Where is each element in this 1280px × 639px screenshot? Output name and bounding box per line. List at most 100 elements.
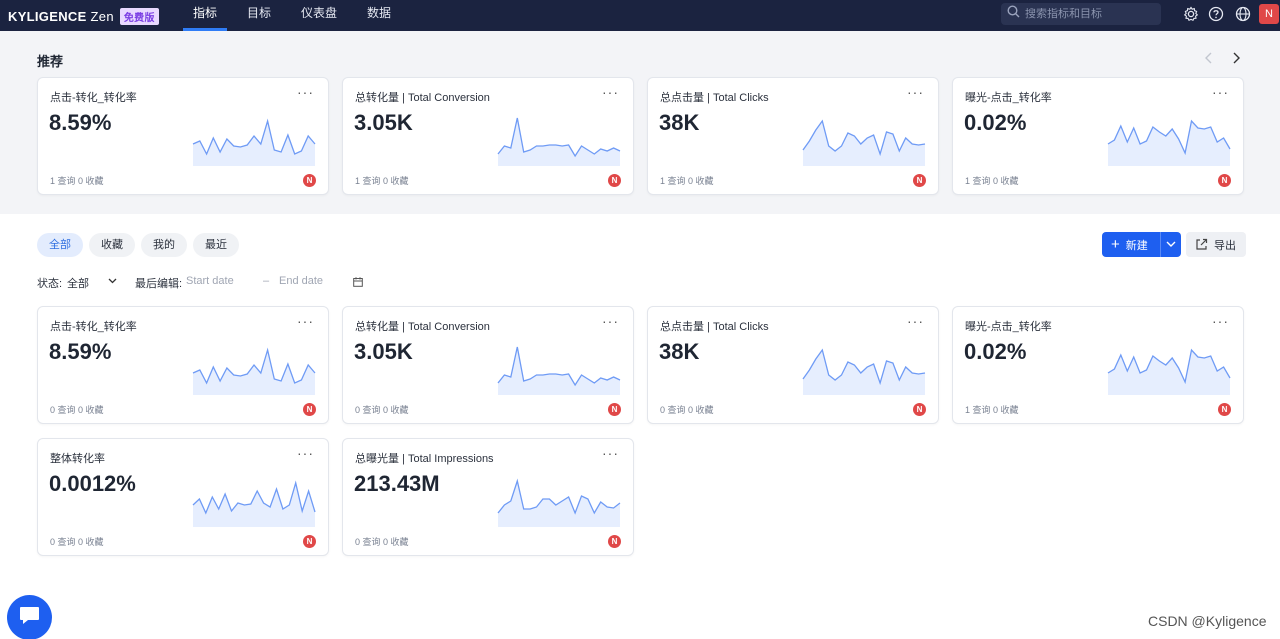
sparkline-chart [497, 478, 621, 527]
chevron-down-icon[interactable] [1165, 237, 1177, 254]
global-search[interactable] [1001, 3, 1161, 25]
metric-card[interactable]: 总点击量 | Total Clicks ··· 38K 1 查询 0 收藏 N [647, 77, 939, 195]
brand-suffix: Zen [90, 9, 114, 24]
tab-all[interactable]: 全部 [37, 233, 83, 257]
sparkline-chart [802, 348, 926, 395]
metric-card-value: 0.02% [964, 110, 1027, 135]
metric-card-value: 38K [659, 110, 700, 135]
end-date-input[interactable]: End date [279, 275, 324, 287]
search-input[interactable] [1025, 8, 1150, 20]
metric-card-value: 38K [659, 339, 700, 364]
help-icon[interactable] [1208, 6, 1224, 22]
metric-card-stats: 0 查询 0 收藏 [660, 405, 714, 415]
edition-badge: 免费版 [119, 8, 159, 25]
sparkline-area [498, 118, 620, 166]
more-options-icon[interactable]: ··· [297, 84, 314, 100]
metric-card[interactable]: 曝光-点击_转化率 ··· 0.02% 1 查询 0 收藏 N [952, 77, 1244, 195]
sparkline-chart [192, 347, 316, 395]
sparkline-chart [497, 117, 621, 166]
brand-logo[interactable]: KYLIGENCE Zen 免费版 [8, 8, 159, 25]
metric-card-value: 0.0012% [49, 471, 136, 496]
chevron-down-icon [107, 275, 118, 290]
more-options-icon[interactable]: ··· [907, 84, 924, 100]
owner-avatar: N [1218, 174, 1231, 187]
metric-card[interactable]: 点击-转化_转化率 ··· 8.59% 1 查询 0 收藏 N [37, 77, 329, 195]
sparkline-area [1108, 121, 1230, 166]
metric-card-stats: 1 查询 0 收藏 [965, 405, 1019, 415]
settings-icon[interactable] [1183, 6, 1199, 22]
chat-widget-button[interactable] [7, 595, 52, 639]
sparkline-area [193, 121, 315, 166]
metric-card[interactable]: 总转化量 | Total Conversion ··· 3.05K 0 查询 0 收藏… [342, 306, 634, 424]
sparkline-chart [802, 119, 926, 166]
metric-card[interactable]: 总曝光量 | Total Impressions ··· 213.43M 0 查询 0… [342, 438, 634, 556]
watermark: CSDN @Kyligence [1148, 613, 1267, 629]
metric-card-stats: 0 查询 0 收藏 [50, 537, 104, 547]
more-options-icon[interactable]: ··· [907, 313, 924, 329]
date-range-separator: – [263, 275, 270, 287]
metric-card-value: 3.05K [354, 110, 413, 135]
nav-item-dashboards[interactable]: 仪表盘 [301, 6, 338, 20]
metric-card-title: 总点击量 | Total Clicks [660, 321, 769, 333]
export-button[interactable]: 导出 [1186, 232, 1246, 257]
metric-card-title: 总转化量 | Total Conversion [355, 321, 490, 333]
more-options-icon[interactable]: ··· [297, 445, 314, 461]
globe-icon[interactable] [1235, 6, 1251, 22]
user-avatar[interactable]: N [1259, 4, 1279, 24]
owner-avatar: N [303, 174, 316, 187]
sparkline-line [802, 348, 926, 386]
owner-avatar: N [608, 174, 621, 187]
metric-card[interactable]: 整体转化率 ··· 0.0012% 0 查询 0 收藏 N [37, 438, 329, 556]
more-options-icon[interactable]: ··· [602, 445, 619, 461]
brand-name: KYLIGENCE [8, 9, 87, 24]
metric-card-title: 整体转化率 [50, 453, 105, 465]
nav-item-goals[interactable]: 目标 [247, 6, 272, 20]
export-icon [1195, 238, 1208, 251]
metric-card-stats: 1 查询 0 收藏 [965, 176, 1019, 186]
tab-recent[interactable]: 最近 [193, 233, 239, 257]
last-edited-label: 最后编辑: [135, 278, 183, 290]
metric-card-title: 总点击量 | Total Clicks [660, 92, 769, 104]
tab-mine[interactable]: 我的 [141, 233, 187, 257]
metric-card[interactable]: 曝光-点击_转化率 ··· 0.02% 1 查询 0 收藏 N [952, 306, 1244, 424]
sparkline-area [803, 121, 925, 166]
prev-arrow-icon[interactable] [1204, 51, 1214, 67]
sparkline-chart [192, 118, 316, 166]
sparkline-chart [192, 480, 316, 527]
metric-card-value: 213.43M [354, 471, 440, 496]
more-options-icon[interactable]: ··· [297, 313, 314, 329]
owner-avatar: N [608, 535, 621, 548]
sparkline-line [192, 480, 316, 515]
sparkline-area [498, 347, 620, 395]
metric-card[interactable]: 点击-转化_转化率 ··· 8.59% 0 查询 0 收藏 N [37, 306, 329, 424]
more-options-icon[interactable]: ··· [1212, 84, 1229, 100]
metric-card-value: 3.05K [354, 339, 413, 364]
metric-card[interactable]: 总点击量 | Total Clicks ··· 38K 0 查询 0 收藏 N [647, 306, 939, 424]
sparkline-line [497, 117, 621, 158]
sparkline-line [802, 119, 926, 157]
metric-card-value: 0.02% [964, 339, 1027, 364]
new-metric-button[interactable]: + 新建 [1102, 232, 1181, 257]
next-arrow-icon[interactable] [1231, 51, 1241, 67]
metric-card-title: 总曝光量 | Total Impressions [355, 453, 494, 465]
sparkline-area [193, 350, 315, 395]
sparkline-area [498, 481, 620, 527]
nav-item-data[interactable]: 数据 [367, 6, 392, 20]
tab-favorites[interactable]: 收藏 [89, 233, 135, 257]
start-date-input[interactable]: Start date [186, 275, 234, 287]
more-options-icon[interactable]: ··· [1212, 313, 1229, 329]
more-options-icon[interactable]: ··· [602, 84, 619, 100]
metric-card-title: 点击-转化_转化率 [50, 321, 137, 333]
status-filter-select[interactable]: 全部 [67, 275, 121, 291]
sparkline-line [192, 118, 316, 156]
calendar-icon[interactable] [353, 277, 363, 290]
metric-card-stats: 0 查询 0 收藏 [355, 405, 409, 415]
more-options-icon[interactable]: ··· [602, 313, 619, 329]
metric-card-title: 曝光-点击_转化率 [965, 92, 1052, 104]
metric-card[interactable]: 总转化量 | Total Conversion ··· 3.05K 1 查询 0 收藏… [342, 77, 634, 195]
sparkline-area [1108, 350, 1230, 395]
chat-icon [18, 605, 41, 632]
sparkline-line [497, 478, 621, 515]
nav-item-metrics[interactable]: 指标 [183, 0, 228, 31]
metric-card-title: 曝光-点击_转化率 [965, 321, 1052, 333]
